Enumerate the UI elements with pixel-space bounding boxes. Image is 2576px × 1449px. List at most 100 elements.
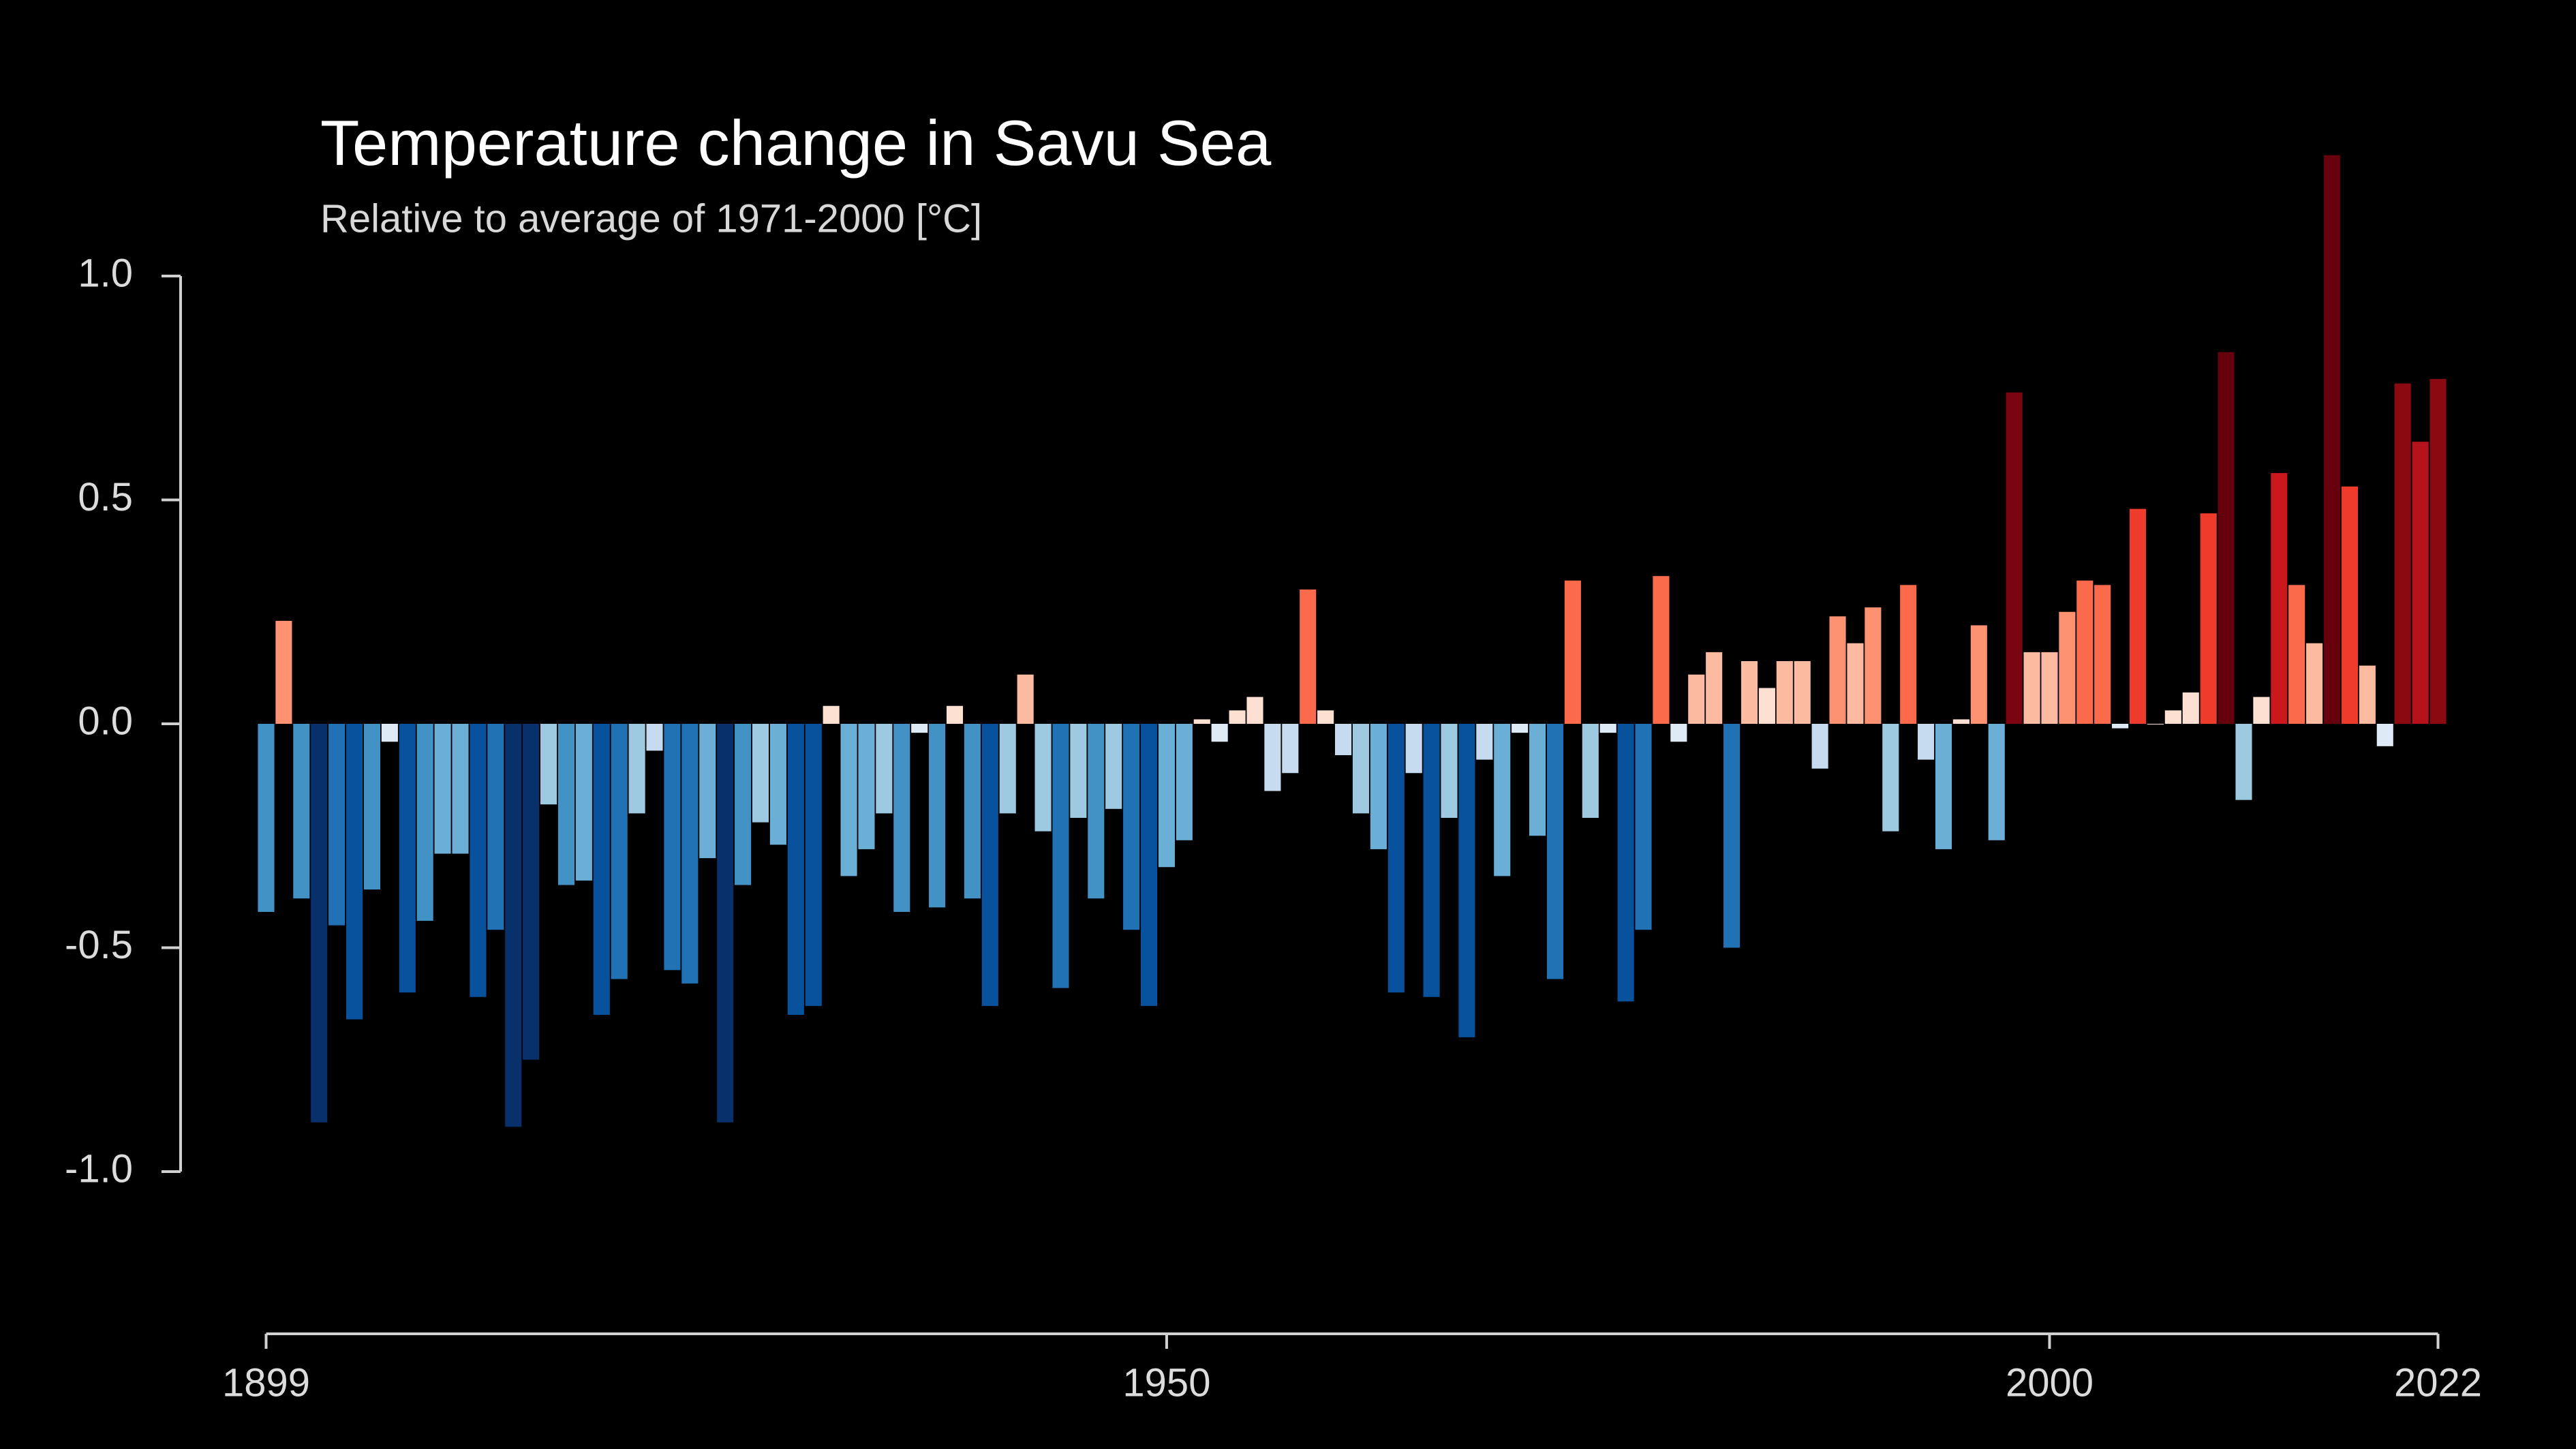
x-tick-label: 1950	[1122, 1360, 1210, 1405]
bar	[1176, 724, 1193, 840]
bar	[1918, 724, 1935, 760]
bar	[381, 724, 398, 742]
bar	[876, 724, 893, 814]
x-tick-label: 2022	[2394, 1360, 2482, 1405]
bar	[452, 724, 469, 854]
bar	[1264, 724, 1281, 791]
bar	[681, 724, 699, 984]
bar	[1017, 674, 1034, 724]
bar	[2129, 508, 2147, 724]
bar	[2429, 379, 2447, 724]
bar	[1282, 724, 1299, 774]
bar	[1423, 724, 1440, 997]
bar	[311, 724, 328, 1123]
bar	[752, 724, 769, 823]
y-tick-label: -1.0	[65, 1146, 133, 1191]
bar	[1140, 724, 1158, 1006]
bar	[1387, 724, 1405, 993]
x-tick-label: 2000	[2006, 1360, 2094, 1405]
bar	[2023, 652, 2040, 724]
bar	[1564, 580, 1581, 724]
bar	[2200, 513, 2217, 724]
bar	[470, 724, 487, 997]
bar	[1617, 724, 1634, 1002]
bar	[2359, 665, 2376, 724]
bar	[1865, 607, 1882, 724]
bar	[2094, 585, 2111, 724]
y-tick-label: -0.5	[65, 923, 133, 967]
bar	[557, 724, 575, 885]
bar	[293, 724, 310, 899]
bar	[1105, 724, 1122, 809]
bar	[1582, 724, 1599, 818]
bar	[1317, 710, 1334, 724]
bar	[1653, 576, 1670, 724]
bar	[2235, 724, 2252, 800]
bar	[946, 705, 964, 724]
bar	[1952, 719, 1969, 724]
bar	[1441, 724, 1458, 818]
bar	[1935, 724, 1952, 849]
bar	[1211, 724, 1228, 742]
bar	[416, 724, 433, 921]
bar	[1847, 643, 1864, 724]
bar	[1352, 724, 1370, 814]
bar	[893, 724, 910, 912]
bar	[2253, 697, 2270, 724]
bar	[1158, 724, 1175, 868]
bar	[1688, 674, 1705, 724]
bar	[363, 724, 381, 890]
bar	[2341, 486, 2358, 724]
bar	[840, 724, 857, 876]
bar	[2076, 580, 2094, 724]
bar	[1034, 724, 1052, 832]
bar	[1052, 724, 1069, 988]
bar	[346, 724, 363, 1020]
bar	[611, 724, 628, 979]
bar	[2306, 643, 2323, 724]
bar	[1988, 724, 2005, 840]
bar	[2288, 585, 2305, 724]
bar	[1741, 661, 1758, 724]
chart-subtitle: Relative to average of 1971-2000 [°C]	[320, 196, 982, 241]
bar	[1088, 724, 1105, 899]
bar	[2376, 724, 2393, 746]
bar	[628, 724, 645, 814]
bar	[1811, 724, 1828, 769]
bar	[2182, 692, 2199, 724]
bar	[1758, 688, 1775, 724]
bar	[258, 724, 275, 912]
bar	[787, 724, 804, 1016]
bar	[858, 724, 875, 849]
bar	[275, 620, 292, 724]
bar	[964, 724, 981, 899]
bar	[1405, 724, 1422, 774]
bar	[2112, 724, 2129, 729]
bar	[1070, 724, 1087, 818]
bar	[593, 724, 610, 1016]
bar	[2218, 352, 2235, 724]
bar	[1123, 724, 1140, 930]
bar	[664, 724, 681, 971]
bar	[981, 724, 998, 1006]
bar	[2412, 442, 2429, 724]
bar	[1334, 724, 1352, 755]
bar	[2323, 155, 2341, 724]
bar	[2271, 473, 2288, 724]
bar	[699, 724, 716, 859]
bar	[999, 724, 1016, 814]
bar	[399, 724, 416, 993]
bar	[575, 724, 592, 881]
bar	[1776, 661, 1793, 724]
bar	[1370, 724, 1387, 849]
bar	[540, 724, 557, 805]
bar	[823, 705, 840, 724]
bar	[769, 724, 786, 845]
bar	[1458, 724, 1475, 1037]
bar	[717, 724, 734, 1123]
bar	[1246, 697, 1263, 724]
bar	[646, 724, 663, 751]
bar	[523, 724, 540, 1060]
bar	[505, 724, 522, 1127]
